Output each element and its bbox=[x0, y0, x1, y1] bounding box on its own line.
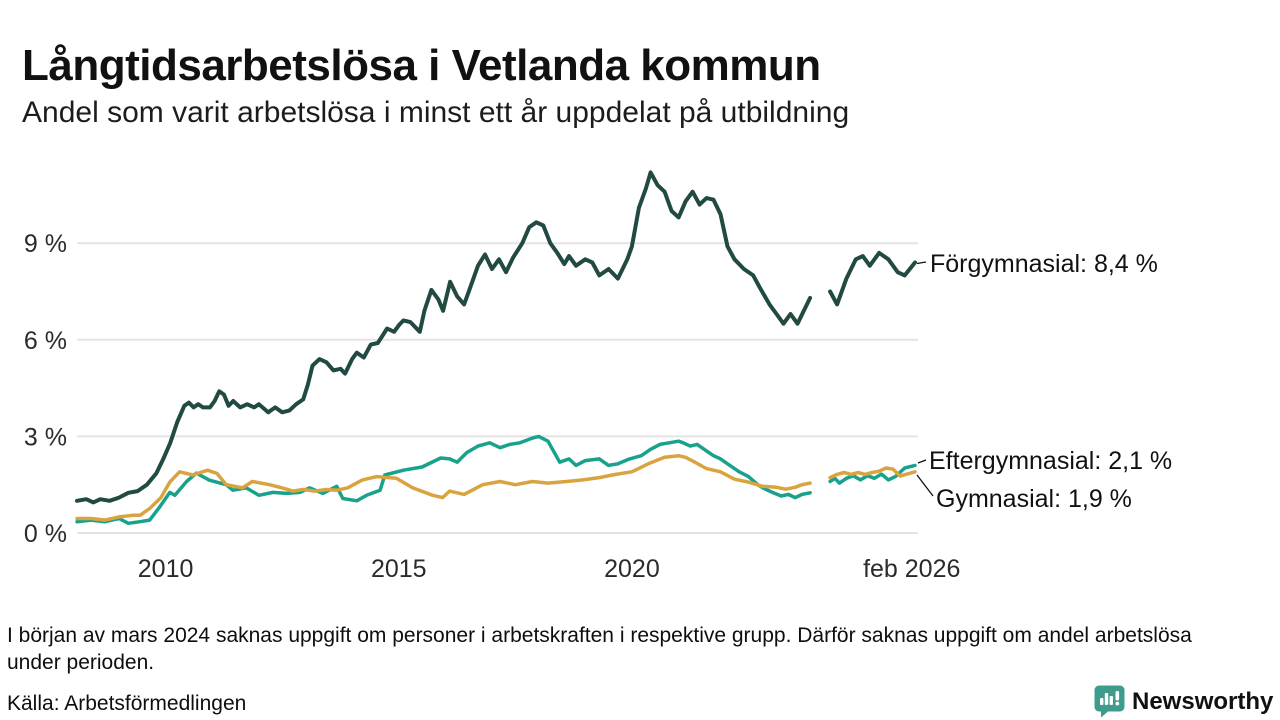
y-tick-label: 6 % bbox=[24, 327, 67, 355]
y-tick-label: 9 % bbox=[24, 230, 67, 258]
x-tick-label: feb 2026 bbox=[863, 555, 960, 583]
series-line-eftergymnasial bbox=[75, 434, 812, 526]
source-credit: Källa: Arbetsförmedlingen bbox=[7, 692, 247, 715]
series-end-label-eftergymnasial: Eftergymnasial: 2,1 % bbox=[929, 447, 1172, 475]
gridlines bbox=[77, 242, 918, 534]
page-title: Långtidsarbetslösa i Vetlanda kommun bbox=[22, 41, 821, 91]
newsworthy-logo[interactable]: Newsworthy bbox=[1094, 685, 1273, 718]
x-axis-tick-labels: 2010 2015 2020 feb 2026 bbox=[138, 555, 961, 583]
series-end-label-gymnasial: Gymnasial: 1,9 % bbox=[936, 485, 1132, 513]
x-tick-label: 2020 bbox=[604, 555, 660, 583]
y-tick-label: 0 % bbox=[24, 520, 67, 548]
series-line-förgymnasial bbox=[828, 250, 917, 307]
series-line-gymnasial bbox=[75, 453, 812, 522]
series-end-labels: Förgymnasial: 8,4 % Eftergymnasial: 2,1 %… bbox=[916, 250, 1172, 513]
label-connector-line bbox=[917, 459, 927, 464]
footnote: I början av mars 2024 saknas uppgift om … bbox=[7, 624, 1192, 674]
page-subtitle: Andel som varit arbetslösa i minst ett å… bbox=[22, 96, 850, 129]
label-connector-line bbox=[916, 261, 927, 265]
series-line-förgymnasial bbox=[75, 170, 813, 505]
bar-chart-glyph bbox=[1100, 691, 1120, 706]
newsworthy-logo-icon bbox=[1094, 685, 1125, 718]
series-line-eftergymnasial bbox=[828, 463, 917, 485]
x-tick-label: 2010 bbox=[138, 555, 194, 583]
x-tick-label: 2015 bbox=[371, 555, 427, 583]
newsworthy-logo-text: Newsworthy bbox=[1132, 687, 1274, 715]
label-connector-line bbox=[916, 474, 934, 497]
series-line-gymnasial bbox=[828, 466, 917, 480]
y-axis-tick-labels: 0 % 3 % 6 % 9 % bbox=[24, 230, 67, 548]
y-tick-label: 3 % bbox=[24, 423, 67, 451]
series-lines bbox=[75, 170, 917, 526]
series-end-label-förgymnasial: Förgymnasial: 8,4 % bbox=[930, 250, 1158, 278]
speech-bubble-shape bbox=[1094, 685, 1125, 718]
